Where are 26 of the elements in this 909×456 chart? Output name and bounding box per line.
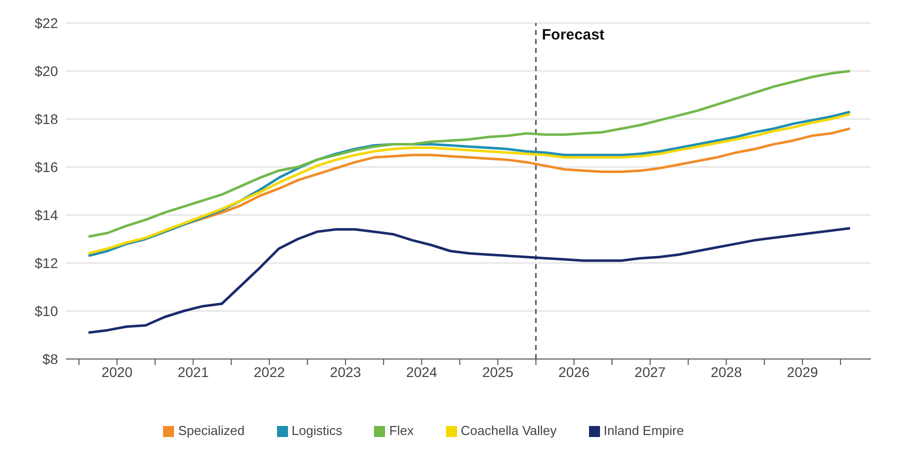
y-tick-label: $10 bbox=[34, 302, 58, 319]
x-tick-label: 2027 bbox=[634, 364, 666, 380]
y-tick-label: $12 bbox=[34, 254, 58, 271]
x-tick-label: 2022 bbox=[254, 364, 286, 380]
legend-label: Logistics bbox=[292, 423, 342, 438]
x-tick-label: 2026 bbox=[558, 364, 590, 380]
x-tick-label: 2021 bbox=[178, 364, 209, 380]
x-tick-label: 2029 bbox=[786, 364, 818, 380]
y-tick-label: $18 bbox=[34, 110, 58, 127]
y-tick-label: $20 bbox=[34, 62, 58, 79]
line-series bbox=[87, 226, 852, 334]
x-tick-label: 2028 bbox=[710, 364, 742, 380]
legend-label: Inland Empire bbox=[604, 423, 684, 438]
y-tick-label: $8 bbox=[42, 350, 58, 367]
x-tick-label: 2020 bbox=[101, 364, 133, 380]
x-tick-label: 2024 bbox=[406, 364, 438, 380]
x-tick-label: 2023 bbox=[330, 364, 362, 380]
y-tick-label: $16 bbox=[34, 158, 58, 175]
line-series bbox=[87, 70, 852, 238]
legend-label: Coachella Valley bbox=[460, 423, 557, 438]
legend-label: Flex bbox=[389, 423, 414, 438]
y-tick-label: $14 bbox=[34, 206, 58, 223]
x-tick-label: 2025 bbox=[482, 364, 514, 380]
legend-label: Specialized bbox=[178, 423, 245, 438]
ref-line-label: Forecast bbox=[542, 26, 604, 44]
y-tick-label: $22 bbox=[34, 14, 58, 31]
